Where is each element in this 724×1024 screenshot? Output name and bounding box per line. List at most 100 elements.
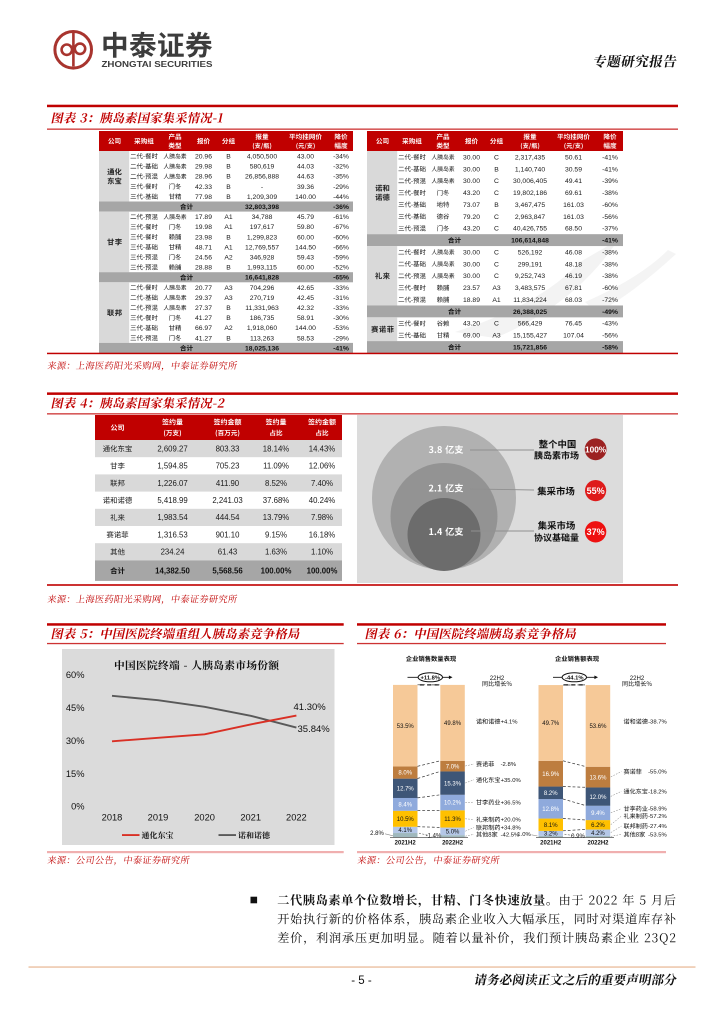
svg-text:A2: A2 xyxy=(224,255,233,262)
svg-text:59.80: 59.80 xyxy=(297,224,314,231)
svg-text:705.23: 705.23 xyxy=(216,462,240,471)
svg-text:-55.0%: -55.0% xyxy=(648,770,667,776)
svg-text:107.04: 107.04 xyxy=(563,333,584,340)
svg-text:346,928: 346,928 xyxy=(250,255,275,262)
svg-text:-49%: -49% xyxy=(602,309,618,316)
svg-text:A3: A3 xyxy=(492,333,501,340)
svg-text:901.10: 901.10 xyxy=(216,530,241,539)
svg-text:2021: 2021 xyxy=(240,812,261,822)
svg-text:48.71: 48.71 xyxy=(195,244,212,251)
svg-text:39.36: 39.36 xyxy=(297,184,314,191)
svg-text:8.4%: 8.4% xyxy=(398,803,412,809)
svg-text:-58%: -58% xyxy=(602,345,618,352)
svg-text:-44%: -44% xyxy=(333,194,349,201)
svg-text:-35%: -35% xyxy=(333,174,349,181)
svg-text:12.8%: 12.8% xyxy=(542,807,560,813)
svg-text:59.43: 59.43 xyxy=(297,255,314,262)
svg-text:1,316.53: 1,316.53 xyxy=(157,530,187,539)
svg-text:61.43: 61.43 xyxy=(218,548,238,557)
svg-text:24.56: 24.56 xyxy=(195,255,212,262)
svg-text:B: B xyxy=(226,335,231,342)
svg-text:A1: A1 xyxy=(224,214,233,221)
svg-text:18,025,136: 18,025,136 xyxy=(245,345,279,352)
svg-text:3.2%: 3.2% xyxy=(544,832,558,838)
svg-text:1,140,740: 1,140,740 xyxy=(515,166,545,173)
svg-text:234.24: 234.24 xyxy=(161,548,186,557)
svg-text:15.3%: 15.3% xyxy=(444,781,462,787)
svg-text:8.1%: 8.1% xyxy=(544,823,558,829)
svg-text:-67%: -67% xyxy=(333,224,349,231)
svg-text:8.2%: 8.2% xyxy=(544,791,558,797)
svg-text:-41%: -41% xyxy=(333,345,349,352)
svg-text:67.81: 67.81 xyxy=(565,285,582,292)
svg-text:4.1%: 4.1% xyxy=(398,828,412,834)
svg-text:22H2: 22H2 xyxy=(630,675,645,682)
svg-text:30,006,405: 30,006,405 xyxy=(513,178,547,185)
svg-text:113,263: 113,263 xyxy=(250,335,274,342)
svg-text:50.61: 50.61 xyxy=(565,154,582,161)
svg-text:13.79%: 13.79% xyxy=(263,513,290,522)
svg-text:+34.8%: +34.8% xyxy=(501,826,522,832)
svg-text:566,429: 566,429 xyxy=(518,321,543,328)
svg-text:60.00: 60.00 xyxy=(297,265,314,272)
svg-text:100.00%: 100.00% xyxy=(307,566,338,575)
svg-text:46.19: 46.19 xyxy=(565,273,582,280)
svg-text:7.98%: 7.98% xyxy=(311,513,333,522)
svg-text:1.63%: 1.63% xyxy=(265,548,287,557)
svg-text:-39%: -39% xyxy=(602,178,618,185)
svg-text:40,426,755: 40,426,755 xyxy=(513,226,547,233)
svg-text:2022: 2022 xyxy=(286,812,307,822)
svg-text:44.03: 44.03 xyxy=(297,164,314,171)
svg-text:12,769,557: 12,769,557 xyxy=(245,244,279,251)
svg-text:100.00%: 100.00% xyxy=(261,566,292,575)
svg-text:60%: 60% xyxy=(66,670,85,680)
svg-text:43.00: 43.00 xyxy=(297,154,314,161)
svg-text:B: B xyxy=(226,174,231,181)
svg-text:A1: A1 xyxy=(492,297,501,304)
svg-text:55%: 55% xyxy=(587,486,605,496)
svg-text:-33%: -33% xyxy=(333,285,349,292)
svg-text:B: B xyxy=(226,234,231,241)
svg-text:2020: 2020 xyxy=(194,812,215,822)
svg-text:C: C xyxy=(494,226,499,233)
svg-text:197,617: 197,617 xyxy=(250,224,275,231)
svg-text:B: B xyxy=(226,194,231,201)
svg-text:32,803,398: 32,803,398 xyxy=(245,204,279,211)
svg-text:-29%: -29% xyxy=(333,184,349,191)
svg-text:2018: 2018 xyxy=(102,812,123,822)
svg-text:20.96: 20.96 xyxy=(195,154,212,161)
svg-text:29.37: 29.37 xyxy=(195,295,212,302)
svg-text:14,382.50: 14,382.50 xyxy=(155,566,190,575)
svg-text:0%: 0% xyxy=(71,802,84,812)
svg-text:-36%: -36% xyxy=(333,204,349,211)
svg-text:411.90: 411.90 xyxy=(216,479,240,488)
svg-text:+11.8%: +11.8% xyxy=(421,676,441,682)
svg-text:27.37: 27.37 xyxy=(195,305,212,312)
svg-text:11.3%: 11.3% xyxy=(444,817,461,823)
svg-text:41.27: 41.27 xyxy=(195,335,212,342)
svg-text:100%: 100% xyxy=(585,444,607,454)
svg-text:A3: A3 xyxy=(224,295,233,302)
svg-text:B: B xyxy=(226,305,231,312)
svg-text:4.2%: 4.2% xyxy=(591,831,605,837)
svg-text:69.00: 69.00 xyxy=(463,333,480,340)
svg-text:704,296: 704,296 xyxy=(250,285,275,292)
svg-text:-53%: -53% xyxy=(333,325,349,332)
svg-text:14.43%: 14.43% xyxy=(309,444,336,453)
svg-text:106,614,848: 106,614,848 xyxy=(511,238,549,245)
svg-text:-30%: -30% xyxy=(333,315,349,322)
svg-text:6.2%: 6.2% xyxy=(591,823,605,829)
svg-text:29.98: 29.98 xyxy=(195,164,212,171)
svg-text:-53.5%: -53.5% xyxy=(648,832,667,838)
svg-text:2021H2: 2021H2 xyxy=(540,841,562,847)
svg-text:-56%: -56% xyxy=(602,333,618,340)
svg-text:-58.9%: -58.9% xyxy=(648,807,667,813)
svg-text:C: C xyxy=(494,273,499,280)
svg-text:1,918,060: 1,918,060 xyxy=(247,325,277,332)
svg-text:9.15%: 9.15% xyxy=(265,530,287,539)
svg-text:1,226.07: 1,226.07 xyxy=(157,479,187,488)
svg-text:B: B xyxy=(226,184,231,191)
svg-text:C: C xyxy=(494,261,499,268)
svg-text:C: C xyxy=(494,321,499,328)
svg-text:37%: 37% xyxy=(587,527,605,537)
